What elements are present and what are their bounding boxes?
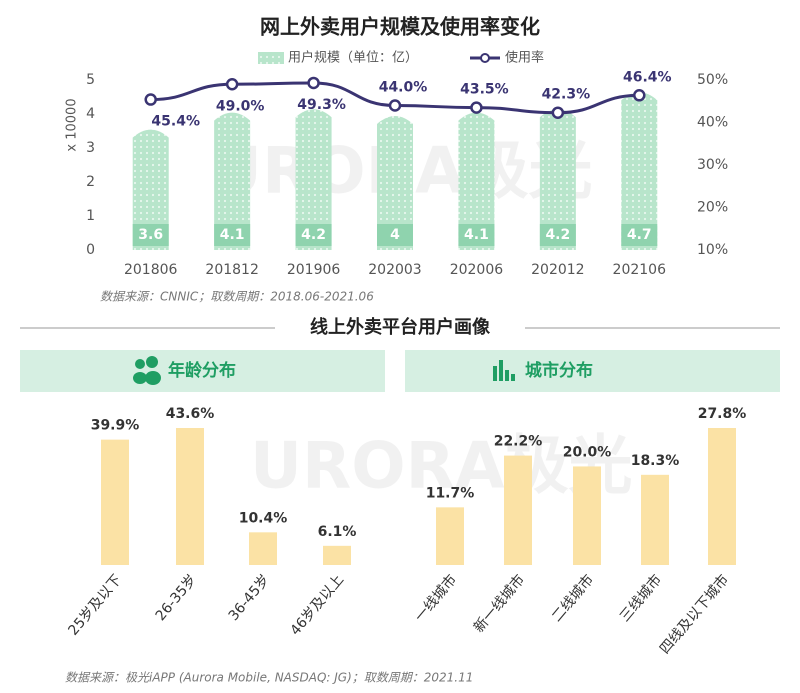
line-marker: [388, 99, 402, 112]
bar: [539, 109, 576, 250]
bar-value-label: 4.2: [545, 227, 570, 243]
bar-value-label: 43.6%: [166, 406, 215, 422]
y-axis-label: x 10000: [65, 98, 80, 151]
bar: [101, 439, 129, 565]
bar-value-label: 11.7%: [426, 485, 475, 501]
source-note: 数据来源：极光iAPP (Aurora Mobile, NASDAQ: JG)；…: [65, 671, 473, 685]
x-tick-label: 四线及以下城市: [656, 571, 732, 657]
line-marker: [225, 78, 239, 91]
line-marker: [144, 93, 157, 106]
y2-tick-label: 30%: [697, 157, 728, 173]
bar: [504, 455, 532, 565]
bar: [436, 507, 464, 565]
source-note: 数据来源：CNNIC；取数周期：2018.06-2021.06: [100, 290, 374, 304]
bar-label-bg: [214, 224, 251, 246]
bar: [708, 428, 736, 565]
x-tick-label: 三线城市: [616, 571, 665, 625]
bar: [249, 532, 277, 565]
line-value-label: 49.0%: [216, 98, 265, 114]
bar-value-label: 4.1: [220, 227, 245, 243]
y-tick-label: 2: [86, 174, 95, 190]
panel-header: [20, 350, 385, 392]
panel-header: [405, 350, 780, 392]
x-tick-label: 202106: [613, 262, 667, 278]
x-tick-label: 新一线城市: [470, 571, 528, 636]
line-value-label: 44.0%: [379, 80, 428, 96]
y2-tick-label: 10%: [697, 242, 728, 258]
y2-tick-label: 40%: [697, 115, 728, 131]
bar: [377, 116, 413, 250]
x-tick-label: 201906: [287, 262, 341, 278]
y2-tick-label: 50%: [697, 72, 728, 88]
x-tick-label: 202006: [450, 262, 504, 278]
bar-value-label: 4.2: [301, 227, 326, 243]
bar-value-label: 22.2%: [494, 434, 543, 450]
bar-label-bg: [621, 224, 658, 246]
section-title: 线上外卖平台用户画像: [310, 316, 491, 338]
line-marker: [470, 101, 483, 114]
bar-label-bg: [377, 224, 413, 246]
bar-value-label: 20.0%: [563, 444, 612, 460]
bar: [323, 545, 351, 565]
y2-tick-label: 20%: [697, 200, 728, 216]
x-tick-label: 36-45岁: [226, 572, 273, 624]
panel-title: 城市分布: [525, 360, 593, 381]
line-value-label: 43.5%: [460, 82, 509, 98]
bar: [176, 428, 204, 565]
bar: [295, 109, 332, 250]
line-marker: [307, 76, 320, 90]
bar-value-label: 18.3%: [631, 453, 680, 469]
bar: [573, 466, 601, 565]
y-tick-label: 5: [86, 72, 95, 88]
bar-value-label: 4.7: [627, 227, 652, 243]
bar: [621, 92, 658, 250]
bar-value-label: 4.1: [464, 227, 489, 243]
bar-value-label: 39.9%: [91, 418, 140, 434]
bar-value-label: 10.4%: [239, 510, 288, 526]
bar: [641, 474, 669, 565]
line-marker: [551, 106, 565, 119]
x-tick-label: 201812: [205, 262, 258, 278]
y-tick-label: 0: [86, 242, 95, 258]
people-icon: [133, 356, 161, 385]
legend-label: 使用率: [505, 50, 544, 66]
x-tick-label: 201806: [124, 262, 178, 278]
line-marker: [633, 89, 646, 102]
y-tick-label: 1: [86, 208, 95, 224]
bar-label-bg: [295, 224, 332, 246]
bar: [132, 129, 169, 250]
line-value-label: 49.3%: [297, 97, 346, 113]
bar-value-label: 3.6: [138, 227, 163, 243]
bar-value-label: 6.1%: [318, 524, 357, 540]
panel-title: 年龄分布: [168, 360, 236, 381]
bar-value-label: 4: [390, 227, 400, 243]
bars-icon: [493, 360, 515, 381]
x-tick-label: 二线城市: [548, 571, 597, 625]
watermark: URORA极光: [250, 430, 632, 504]
x-tick-label: 202012: [531, 262, 584, 278]
line-value-label: 46.4%: [623, 69, 672, 85]
y-tick-label: 3: [86, 140, 95, 156]
x-tick-label: 25岁及以下: [65, 572, 125, 639]
line-value-label: 42.3%: [542, 87, 591, 103]
legend-swatch: [258, 52, 284, 64]
y-tick-label: 4: [86, 106, 95, 122]
x-tick-label: 202003: [368, 262, 421, 278]
chart-title: 网上外卖用户规模及使用率变化: [260, 15, 540, 39]
bar-label-bg: [458, 224, 495, 246]
bar: [458, 112, 495, 250]
x-tick-label: 26-35岁: [153, 572, 200, 624]
legend-marker: [480, 53, 490, 63]
legend-label: 用户规模（单位：亿）: [288, 50, 418, 66]
bar: [214, 112, 251, 250]
bar-label-bg: [132, 224, 169, 246]
x-tick-label: 一线城市: [411, 571, 460, 625]
x-tick-label: 46岁及以上: [287, 572, 347, 639]
bar-label-bg: [539, 224, 576, 246]
bar-value-label: 27.8%: [698, 406, 747, 422]
line-value-label: 45.4%: [151, 114, 200, 130]
